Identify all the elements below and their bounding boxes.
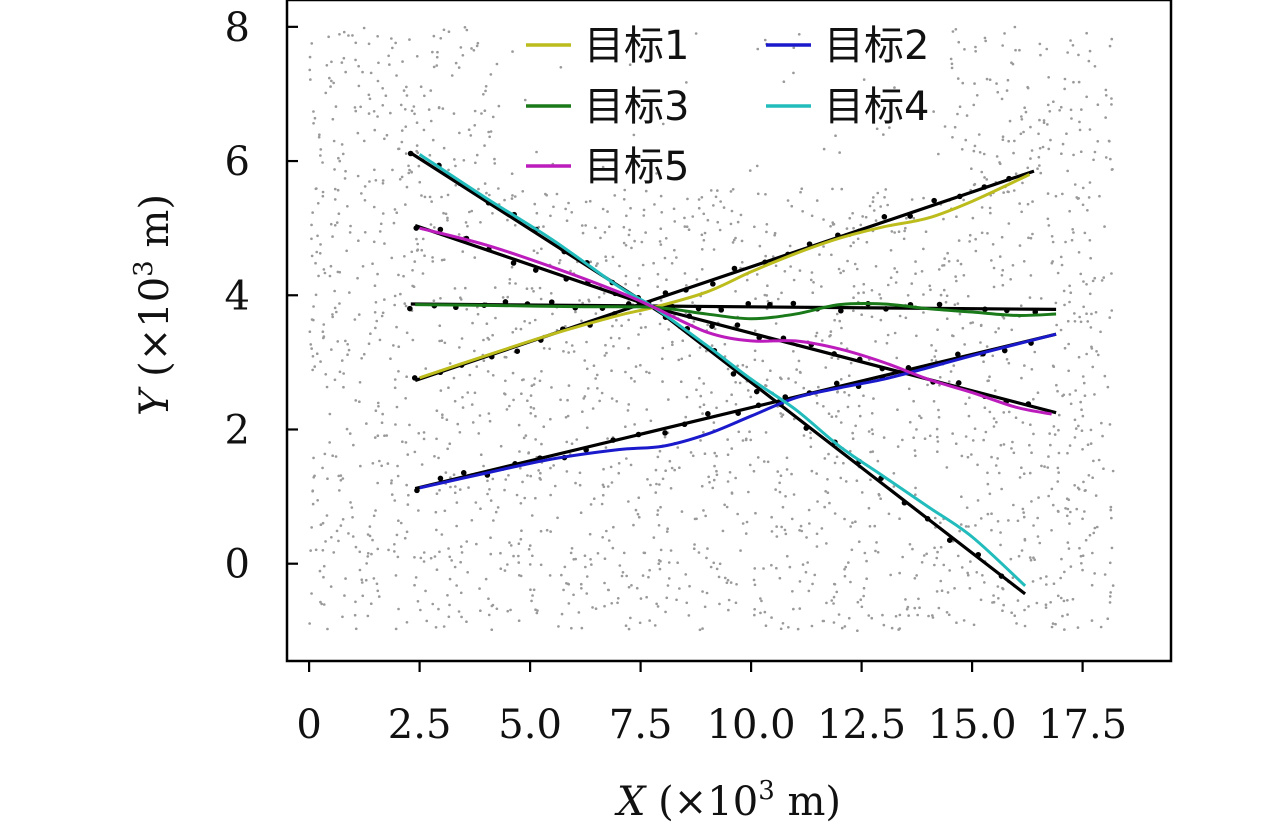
legend: 目标1 目标2 目标3 目标4 目标5 <box>526 23 929 190</box>
plot-frame <box>285 0 1173 663</box>
estimate-line-target4 <box>418 153 1027 587</box>
x-tick-label: 10.0 <box>707 702 796 748</box>
y-tick-label: 0 <box>225 542 250 588</box>
estimate-line-target3 <box>415 301 1057 321</box>
x-axis-label: X (×103 m) <box>614 776 841 825</box>
truth-line-target2 <box>414 332 1057 491</box>
legend-label-target2: 目标2 <box>824 23 929 69</box>
measurement-dots-target4 <box>407 150 1005 579</box>
estimate-line-target5 <box>419 226 1052 416</box>
x-tick-label: 7.5 <box>609 702 673 748</box>
estimate-line-target1 <box>419 173 1031 380</box>
y-axis: 0 2 4 6 8 <box>225 5 298 588</box>
legend-label-target4: 目标4 <box>824 84 929 130</box>
legend-label-target1: 目标1 <box>584 23 689 69</box>
estimated-tracks <box>415 153 1057 587</box>
y-tick-label: 8 <box>225 5 250 51</box>
x-tick-label: 15.0 <box>928 702 1017 748</box>
legend-label-target3: 目标3 <box>584 84 689 130</box>
truth-line-target4 <box>409 151 1027 596</box>
x-tick-label: 2.5 <box>388 702 452 748</box>
x-tick-label: 0 <box>296 702 321 748</box>
x-tick-label: 17.5 <box>1038 702 1127 748</box>
estimate-line-target2 <box>419 332 1057 490</box>
y-tick-label: 4 <box>225 273 250 319</box>
x-tick-label: 12.5 <box>817 702 906 748</box>
legend-label-target5: 目标5 <box>584 144 689 190</box>
x-tick-label: 5.0 <box>498 702 562 748</box>
y-tick-label: 6 <box>225 139 250 185</box>
y-tick-label: 2 <box>225 407 250 453</box>
y-axis-label: Y (×103 m) <box>129 194 178 416</box>
x-axis: 0 2.5 5.0 7.5 10.0 12.5 15.0 17.5 <box>296 661 1127 748</box>
